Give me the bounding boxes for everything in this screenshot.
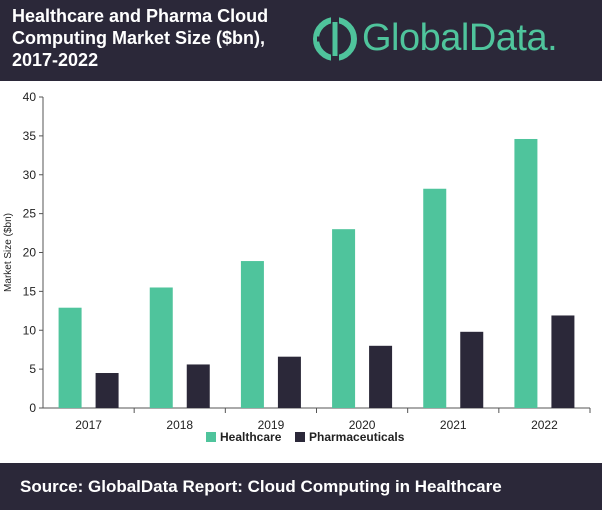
- bar-healthcare-2019: [240, 261, 264, 408]
- bar-pharmaceuticals-2021: [460, 331, 484, 408]
- x-tick-label: 2021: [440, 418, 467, 432]
- legend-label-healthcare: Healthcare: [220, 430, 282, 444]
- globaldata-logo: GlobalData.: [312, 12, 592, 64]
- logo-wordmark: GlobalData.: [362, 17, 558, 59]
- x-tick-label: 2022: [531, 418, 558, 432]
- y-tick-label: 0: [29, 401, 36, 415]
- title-line-1: Healthcare and Pharma Cloud: [12, 6, 269, 26]
- x-tick-label: 2017: [75, 418, 102, 432]
- bar-pharmaceuticals-2019: [277, 356, 301, 408]
- bar-healthcare-2021: [423, 188, 447, 408]
- y-tick-label: 5: [29, 362, 36, 376]
- bar-healthcare-2022: [514, 138, 538, 409]
- y-tick-label: 20: [23, 246, 37, 260]
- x-tick-label: 2018: [166, 418, 193, 432]
- bar-pharmaceuticals-2018: [186, 364, 210, 408]
- y-tick-label: 15: [23, 284, 37, 298]
- title-line-3: 2017-2022: [12, 50, 99, 70]
- x-tick-label: 2020: [349, 418, 376, 432]
- bar-pharmaceuticals-2022: [551, 315, 575, 408]
- header-bar: Healthcare and Pharma Cloud Computing Ma…: [0, 0, 602, 81]
- bar-healthcare-2018: [149, 287, 173, 408]
- legend-swatch-pharmaceuticals: [295, 432, 305, 442]
- bar-healthcare-2017: [58, 307, 82, 408]
- y-tick-label: 25: [23, 207, 37, 221]
- footer-bar: Source: GlobalData Report: Cloud Computi…: [0, 463, 602, 510]
- x-tick-label: 2019: [258, 418, 285, 432]
- bar-healthcare-2020: [332, 229, 356, 408]
- y-tick-label: 35: [23, 129, 37, 143]
- chart-title: Healthcare and Pharma Cloud Computing Ma…: [12, 5, 312, 71]
- legend-swatch-healthcare: [206, 432, 216, 442]
- source-note: Source: GlobalData Report: Cloud Computi…: [20, 477, 502, 496]
- chart-area: 0 5 10 15 20 25 30 35 40 Market Size ($bn) 2017 201…: [0, 81, 602, 463]
- y-tick-label: 40: [23, 90, 37, 104]
- y-tick-label: 10: [23, 323, 37, 337]
- logo-mark-icon: [313, 15, 357, 63]
- title-line-2: Computing Market Size ($bn),: [12, 28, 266, 48]
- y-tick-label: 30: [23, 168, 37, 182]
- legend-label-pharmaceuticals: Pharmaceuticals: [309, 430, 405, 444]
- bar-pharmaceuticals-2020: [369, 345, 393, 408]
- bar-chart: 0 5 10 15 20 25 30 35 40 Market Size ($bn) 2017 201…: [3, 90, 591, 444]
- bar-pharmaceuticals-2017: [95, 373, 119, 408]
- y-axis-label: Market Size ($bn): [3, 213, 14, 292]
